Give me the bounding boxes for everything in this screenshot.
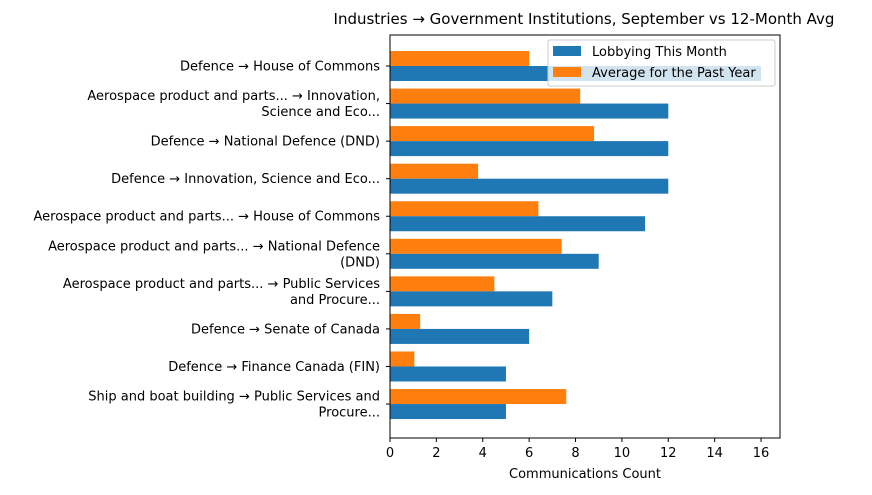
bar-average-past-year [390, 201, 539, 217]
legend: Lobbying This Month Average for the Past… [547, 39, 776, 87]
y-tick-label: Ship and boat building → Public Services… [88, 390, 380, 405]
y-tick-label: Defence → National Defence (DND) [151, 135, 380, 150]
bar-average-past-year [390, 51, 530, 66]
bar-average-past-year [390, 163, 479, 179]
bar-lobbying-this-month [390, 328, 530, 344]
legend-swatch-series-1 [553, 46, 581, 56]
bar-average-past-year [390, 389, 567, 405]
bar-lobbying-this-month [390, 216, 646, 232]
bar-lobbying-this-month [390, 291, 553, 307]
bar-lobbying-this-month [390, 404, 506, 420]
x-axis-label: Communications Count [509, 467, 661, 482]
bar-lobbying-this-month [390, 178, 669, 194]
bar-average-past-year [390, 276, 495, 292]
x-tick-label: 2 [432, 446, 440, 461]
x-tick-label: 4 [479, 446, 487, 461]
bar-average-past-year [390, 351, 415, 367]
x-tick-label: 16 [753, 446, 770, 461]
chart-title: Industries → Government Institutions, Se… [334, 10, 835, 28]
y-tick-label: Aerospace product and parts... → Nationa… [48, 239, 380, 254]
y-tick-label: and Procure... [290, 293, 380, 308]
y-tick-label: Procure... [319, 406, 380, 421]
legend-swatch-series-2 [553, 67, 581, 77]
y-tick-label: Defence → Senate of Canada [191, 322, 380, 337]
bar-lobbying-this-month [390, 253, 599, 269]
bar-average-past-year [390, 313, 421, 329]
legend-label-series-1: Lobbying This Month [592, 45, 727, 60]
y-tick-label: Science and Eco... [261, 105, 380, 120]
y-tick-label: Defence → House of Commons [180, 60, 380, 75]
x-tick-label: 8 [571, 446, 579, 461]
bar-average-past-year [390, 238, 562, 254]
x-tick-label: 6 [525, 446, 533, 461]
bar-average-past-year [390, 126, 595, 142]
plot-frame [389, 34, 781, 439]
bar-lobbying-this-month [390, 141, 669, 157]
bar-average-past-year [390, 88, 581, 104]
legend-label-series-2: Average for the Past Year [592, 66, 756, 81]
y-tick-label: Aerospace product and parts... → Public … [63, 277, 380, 292]
x-tick-label: 14 [706, 446, 723, 461]
x-tick-label: 10 [614, 446, 631, 461]
y-tick-label: Aerospace product and parts... → Innovat… [87, 89, 380, 104]
y-tick-label: Defence → Finance Canada (FIN) [168, 360, 380, 375]
bar-lobbying-this-month [390, 103, 669, 119]
bar-lobbying-this-month [390, 366, 506, 382]
x-tick-label: 0 [386, 446, 394, 461]
y-tick-label: Defence → Innovation, Science and Eco... [111, 172, 380, 187]
y-tick-label: (DND) [340, 255, 380, 270]
y-tick-label: Aerospace product and parts... → House o… [33, 210, 380, 225]
x-tick-label: 12 [660, 446, 677, 461]
